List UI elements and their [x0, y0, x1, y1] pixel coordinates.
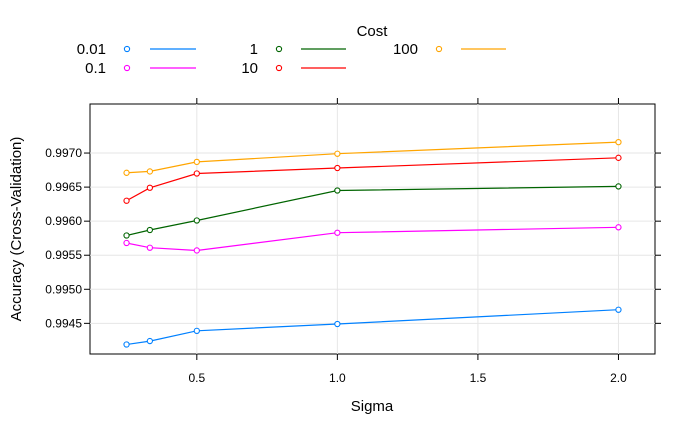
legend-entry: 0.1 — [85, 60, 196, 77]
legend-entry: 1 — [250, 41, 346, 58]
legend-title: Cost — [357, 23, 389, 40]
series-group — [123, 138, 622, 348]
y-tick-label: 0.9950 — [45, 282, 82, 296]
legend-marker — [123, 64, 131, 72]
data-point — [334, 150, 341, 157]
legend-entry: 100 — [393, 41, 506, 58]
y-tick-label: 0.9970 — [45, 146, 82, 160]
data-point — [146, 244, 154, 251]
series-line-0.01 — [126, 309, 619, 346]
data-point — [334, 187, 341, 194]
legend-entry: 0.01 — [77, 41, 196, 58]
plot-panel — [89, 103, 656, 355]
data-point — [193, 327, 200, 334]
y-axis-label: Accuracy (Cross-Validation) — [8, 137, 25, 322]
data-point — [193, 247, 200, 254]
x-tick-label: 1.5 — [470, 371, 487, 385]
data-point — [615, 138, 622, 146]
data-point — [123, 197, 130, 204]
data-point — [615, 183, 622, 190]
grid — [90, 104, 655, 354]
legend-label: 0.1 — [85, 60, 106, 77]
data-point — [193, 170, 200, 177]
y-tick-label: 0.9965 — [45, 180, 82, 194]
x-tick-label: 2.0 — [610, 371, 627, 385]
legend-label: 1 — [250, 41, 258, 58]
series-line-0.1 — [126, 226, 619, 252]
y-tick-label: 0.9960 — [45, 214, 82, 228]
x-tick-label: 0.5 — [188, 371, 205, 385]
data-point — [146, 168, 154, 175]
legend: 0.01 0.1 1 10 100 — [77, 41, 506, 77]
data-point — [334, 164, 341, 172]
legend-marker — [275, 45, 283, 53]
x-tick-label: 1.0 — [329, 371, 346, 385]
data-point — [123, 341, 130, 348]
legend-marker — [435, 45, 443, 53]
series-line-10 — [126, 157, 619, 202]
data-point — [146, 226, 154, 234]
data-point — [123, 169, 130, 176]
legend-marker — [123, 45, 131, 53]
data-point — [615, 154, 622, 161]
legend-marker — [275, 64, 283, 72]
y-tick-label: 0.9955 — [45, 248, 82, 262]
legend-entry: 10 — [241, 60, 346, 77]
y-tick-label: 0.9945 — [45, 316, 82, 330]
series-line-100 — [126, 141, 619, 174]
data-point — [193, 158, 200, 166]
data-point — [193, 217, 200, 224]
data-point — [123, 239, 130, 247]
data-point — [615, 306, 622, 313]
x-axis-label: Sigma — [351, 398, 394, 415]
data-point — [123, 232, 130, 239]
legend-label: 100 — [393, 41, 418, 58]
data-point — [146, 337, 154, 345]
axes: 0.5 1.0 1.5 2.0 0.9945 0.9950 0.9955 0.9960 0.99… — [45, 98, 661, 385]
data-point — [334, 229, 341, 236]
data-point — [615, 224, 622, 231]
data-point — [146, 184, 154, 191]
legend-label: 0.01 — [77, 41, 106, 58]
legend-label: 10 — [241, 60, 258, 77]
data-point — [334, 320, 341, 328]
